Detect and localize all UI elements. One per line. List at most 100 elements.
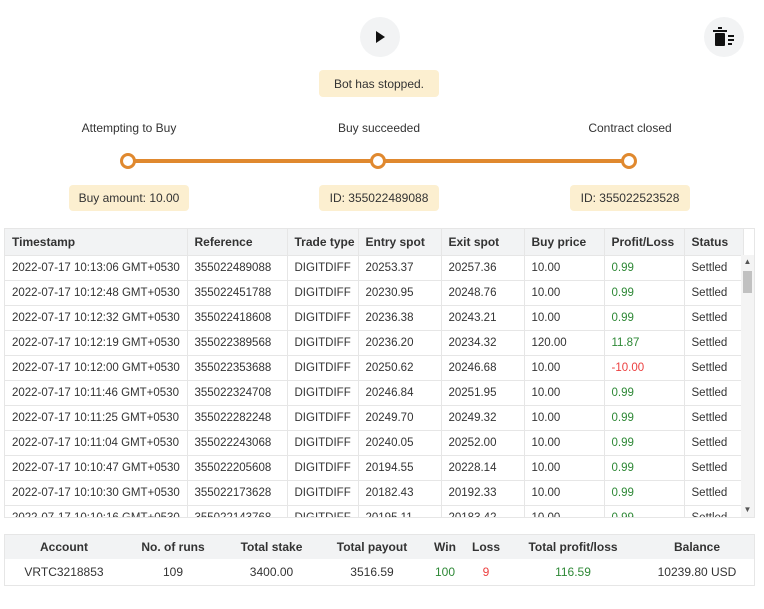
cell-entry-spot: 20236.38 [358, 305, 442, 331]
summary-win: 100 [434, 565, 456, 579]
cell-timestamp: 2022-07-17 10:12:19 GMT+0530 [5, 330, 188, 356]
buy-id-badge: ID: 355022489088 [319, 185, 439, 211]
header-status: Status [684, 229, 744, 256]
table-scrollbar[interactable]: ▲ ▼ [741, 255, 754, 517]
header-reference: Reference [187, 229, 288, 256]
cell-reference: 355022143768 [187, 505, 288, 517]
summary-header-account: Account [5, 535, 123, 559]
summary-values-row: VRTC3218853 109 3400.00 3516.59 100 9 11… [5, 559, 754, 585]
cell-profit-loss: 0.99 [604, 405, 685, 431]
cell-exit-spot: 20248.76 [441, 280, 525, 306]
cell-buy-price: 10.00 [524, 430, 605, 456]
cell-timestamp: 2022-07-17 10:10:30 GMT+0530 [5, 480, 188, 506]
cell-reference: 355022282248 [187, 405, 288, 431]
bot-status-badge: Bot has stopped. [319, 70, 439, 97]
table-row: 2022-07-17 10:12:00 GMT+0530 355022353688… [5, 355, 744, 381]
cell-entry-spot: 20194.55 [358, 455, 442, 481]
cell-entry-spot: 20230.95 [358, 280, 442, 306]
cell-exit-spot: 20251.95 [441, 380, 525, 406]
summary-payout: 3516.59 [350, 565, 394, 579]
summary-header-profit-loss: Total profit/loss [506, 535, 640, 559]
cell-buy-price: 10.00 [524, 305, 605, 331]
cell-exit-spot: 20246.68 [441, 355, 525, 381]
cell-exit-spot: 20257.36 [441, 255, 525, 281]
summary-profit-loss: 116.59 [555, 565, 591, 579]
scroll-up-arrow-icon[interactable]: ▲ [743, 257, 752, 266]
table-row: 2022-07-17 10:10:16 GMT+0530 355022143768… [5, 505, 744, 517]
cell-reference: 355022418608 [187, 305, 288, 331]
table-header-row: Timestamp Reference Trade type Entry spo… [5, 229, 744, 256]
cell-exit-spot: 20234.32 [441, 330, 525, 356]
summary-runs: 109 [162, 565, 184, 579]
table-row: 2022-07-17 10:10:47 GMT+0530 355022205608… [5, 455, 744, 481]
cell-entry-spot: 20253.37 [358, 255, 442, 281]
table-row: 2022-07-17 10:13:06 GMT+0530 355022489088… [5, 255, 744, 281]
cell-reference: 355022451788 [187, 280, 288, 306]
cell-reference: 355022353688 [187, 355, 288, 381]
cell-reference: 355022243068 [187, 430, 288, 456]
summary-header-balance: Balance [640, 535, 754, 559]
cell-status: Settled [684, 405, 744, 431]
table-row: 2022-07-17 10:11:46 GMT+0530 355022324708… [5, 380, 744, 406]
step-dot-attempting [120, 153, 136, 169]
step-dot-buy-succeeded [370, 153, 386, 169]
header-timestamp: Timestamp [5, 229, 188, 256]
cell-trade-type: DIGITDIFF [287, 255, 359, 281]
cell-profit-loss: 0.99 [604, 305, 685, 331]
clear-stats-button[interactable] [704, 17, 744, 57]
table-row: 2022-07-17 10:11:25 GMT+0530 355022282248… [5, 405, 744, 431]
cell-trade-type: DIGITDIFF [287, 355, 359, 381]
table-row: 2022-07-17 10:12:48 GMT+0530 355022451788… [5, 280, 744, 306]
cell-reference: 355022173628 [187, 480, 288, 506]
cell-timestamp: 2022-07-17 10:13:06 GMT+0530 [5, 255, 188, 281]
header-exit-spot: Exit spot [441, 229, 525, 256]
cell-status: Settled [684, 455, 744, 481]
cell-buy-price: 10.00 [524, 455, 605, 481]
cell-trade-type: DIGITDIFF [287, 305, 359, 331]
header-trade-type: Trade type [287, 229, 359, 256]
table-row: 2022-07-17 10:10:30 GMT+0530 355022173628… [5, 480, 744, 506]
cell-timestamp: 2022-07-17 10:10:47 GMT+0530 [5, 455, 188, 481]
cell-entry-spot: 20246.84 [358, 380, 442, 406]
scroll-thumb[interactable] [743, 271, 752, 293]
summary-header-row: Account No. of runs Total stake Total pa… [5, 535, 754, 559]
cell-trade-type: DIGITDIFF [287, 430, 359, 456]
buy-amount-badge: Buy amount: 10.00 [69, 185, 189, 211]
cell-status: Settled [684, 305, 744, 331]
contract-id-badge: ID: 355022523528 [570, 185, 690, 211]
summary-table: Account No. of runs Total stake Total pa… [4, 534, 755, 586]
cell-buy-price: 10.00 [524, 405, 605, 431]
cell-entry-spot: 20236.20 [358, 330, 442, 356]
cell-reference: 355022489088 [187, 255, 288, 281]
cell-status: Settled [684, 355, 744, 381]
summary-header-loss: Loss [466, 535, 506, 559]
cell-timestamp: 2022-07-17 10:11:46 GMT+0530 [5, 380, 188, 406]
cell-buy-price: 10.00 [524, 480, 605, 506]
header-entry-spot: Entry spot [358, 229, 442, 256]
header-profit-loss: Profit/Loss [604, 229, 685, 256]
cell-entry-spot: 20249.70 [358, 405, 442, 431]
cell-profit-loss: -10.00 [604, 355, 685, 381]
cell-status: Settled [684, 280, 744, 306]
cell-exit-spot: 20228.14 [441, 455, 525, 481]
run-bot-button[interactable] [360, 17, 400, 57]
cell-profit-loss: 0.99 [604, 280, 685, 306]
cell-buy-price: 10.00 [524, 505, 605, 517]
cell-profit-loss: 0.99 [604, 455, 685, 481]
cell-timestamp: 2022-07-17 10:12:48 GMT+0530 [5, 280, 188, 306]
cell-trade-type: DIGITDIFF [287, 380, 359, 406]
step-label-contract-closed: Contract closed [588, 121, 672, 135]
cell-reference: 355022389568 [187, 330, 288, 356]
cell-exit-spot: 20249.32 [441, 405, 525, 431]
cell-timestamp: 2022-07-17 10:12:00 GMT+0530 [5, 355, 188, 381]
cell-timestamp: 2022-07-17 10:11:04 GMT+0530 [5, 430, 188, 456]
summary-balance: 10239.80 USD [657, 565, 737, 579]
cell-buy-price: 10.00 [524, 255, 605, 281]
cell-status: Settled [684, 380, 744, 406]
cell-status: Settled [684, 255, 744, 281]
cell-timestamp: 2022-07-17 10:11:25 GMT+0530 [5, 405, 188, 431]
summary-account: VRTC3218853 [24, 565, 104, 579]
scroll-down-arrow-icon[interactable]: ▼ [743, 505, 752, 514]
cell-buy-price: 10.00 [524, 380, 605, 406]
step-label-buy-succeeded: Buy succeeded [337, 121, 421, 135]
